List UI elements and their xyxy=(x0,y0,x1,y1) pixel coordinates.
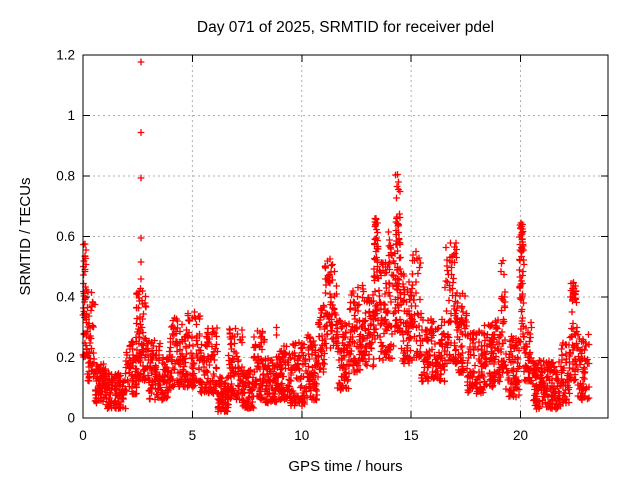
y-tick-label: 0.8 xyxy=(56,169,75,184)
chart-title: Day 071 of 2025, SRMTID for receiver pde… xyxy=(197,19,494,36)
y-tick-label: 0.4 xyxy=(56,290,75,305)
y-axis-label: SRMTID / TECUs xyxy=(17,177,34,295)
x-tick-label: 0 xyxy=(79,428,87,443)
x-axis-label: GPS time / hours xyxy=(288,458,402,475)
y-tick-label: 0.6 xyxy=(56,229,75,244)
x-tick-label: 20 xyxy=(513,428,528,443)
x-tick-label: 5 xyxy=(189,428,197,443)
y-tick-label: 0.2 xyxy=(56,350,75,365)
axis-tick-labels: 0 0.2 0.4 0.6 0.8 1 1.2 0 5 10 15 20 xyxy=(56,48,528,444)
scatter-points xyxy=(79,58,593,415)
x-tick-label: 15 xyxy=(404,428,419,443)
y-tick-label: 1.2 xyxy=(56,48,75,63)
y-tick-label: 1 xyxy=(67,108,75,123)
x-tick-label: 10 xyxy=(294,428,309,443)
plot-frame xyxy=(82,54,609,419)
y-tick-label: 0 xyxy=(67,411,75,426)
